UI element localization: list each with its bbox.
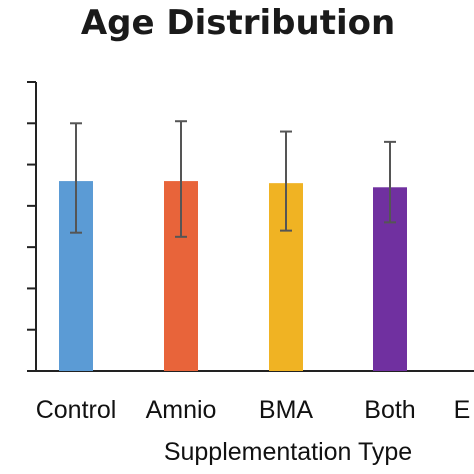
x-tick-label-amnio: Amnio (146, 396, 217, 424)
error-bar-amnio (175, 120, 187, 238)
error-bar-both (384, 140, 396, 224)
chart-title: Age Distribution (81, 3, 395, 43)
x-tick-label-e: E (454, 396, 471, 424)
x-tick-label-control: Control (36, 396, 117, 424)
x-tick-label-both: Both (364, 396, 415, 424)
x-tick-labels: Control Amnio BMA Both E (36, 396, 471, 424)
bars (59, 181, 407, 371)
error-bar-control (70, 122, 82, 234)
error-bars (70, 120, 396, 238)
x-axis-title: Supplementation Type (164, 438, 412, 466)
x-tick-label-bma: BMA (259, 396, 314, 424)
error-bar-bma (280, 130, 292, 232)
